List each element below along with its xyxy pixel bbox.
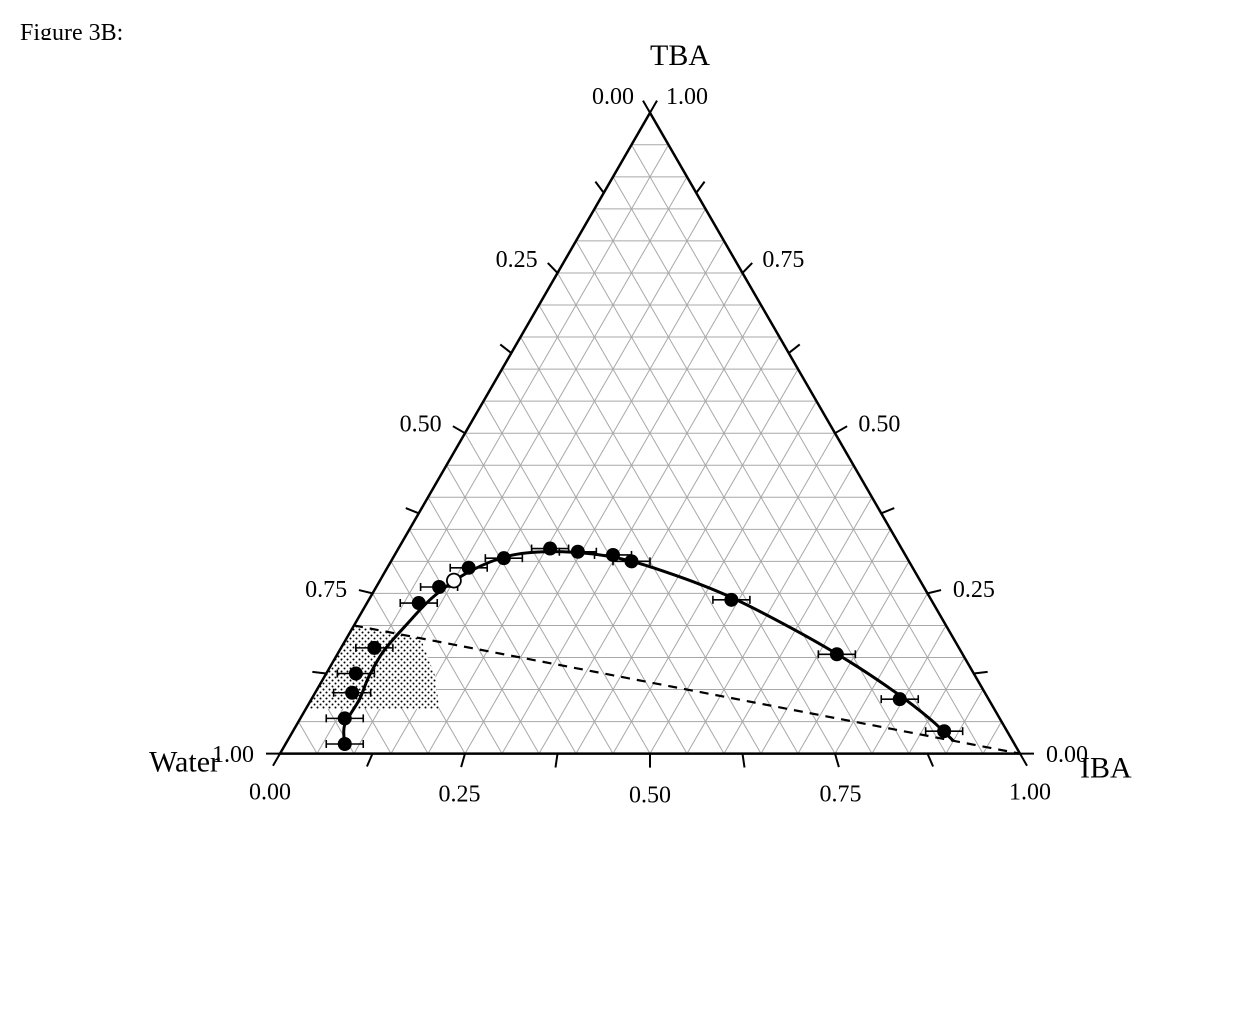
svg-text:0.50: 0.50: [858, 412, 900, 438]
svg-text:1.00: 1.00: [666, 84, 708, 110]
svg-text:0.75: 0.75: [820, 782, 862, 808]
svg-text:Water: Water: [149, 746, 220, 779]
svg-text:0.25: 0.25: [496, 247, 538, 273]
svg-text:0.25: 0.25: [438, 782, 480, 808]
svg-text:IBA: IBA: [1080, 752, 1132, 785]
svg-text:0.75: 0.75: [762, 247, 804, 273]
svg-text:0.50: 0.50: [629, 782, 671, 808]
svg-text:0.00: 0.00: [249, 780, 291, 806]
svg-text:0.50: 0.50: [400, 412, 442, 438]
svg-text:TBA: TBA: [650, 40, 710, 72]
svg-text:0.75: 0.75: [305, 577, 347, 603]
ternary-diagram: 0.00 0.25 0.50 0.75 1.00 1.00 0.75 0.50 0.25 0.00…: [40, 40, 1200, 1000]
svg-text:0.00: 0.00: [592, 84, 634, 110]
svg-text:0.25: 0.25: [953, 577, 995, 603]
svg-text:1.00: 1.00: [1009, 780, 1051, 806]
